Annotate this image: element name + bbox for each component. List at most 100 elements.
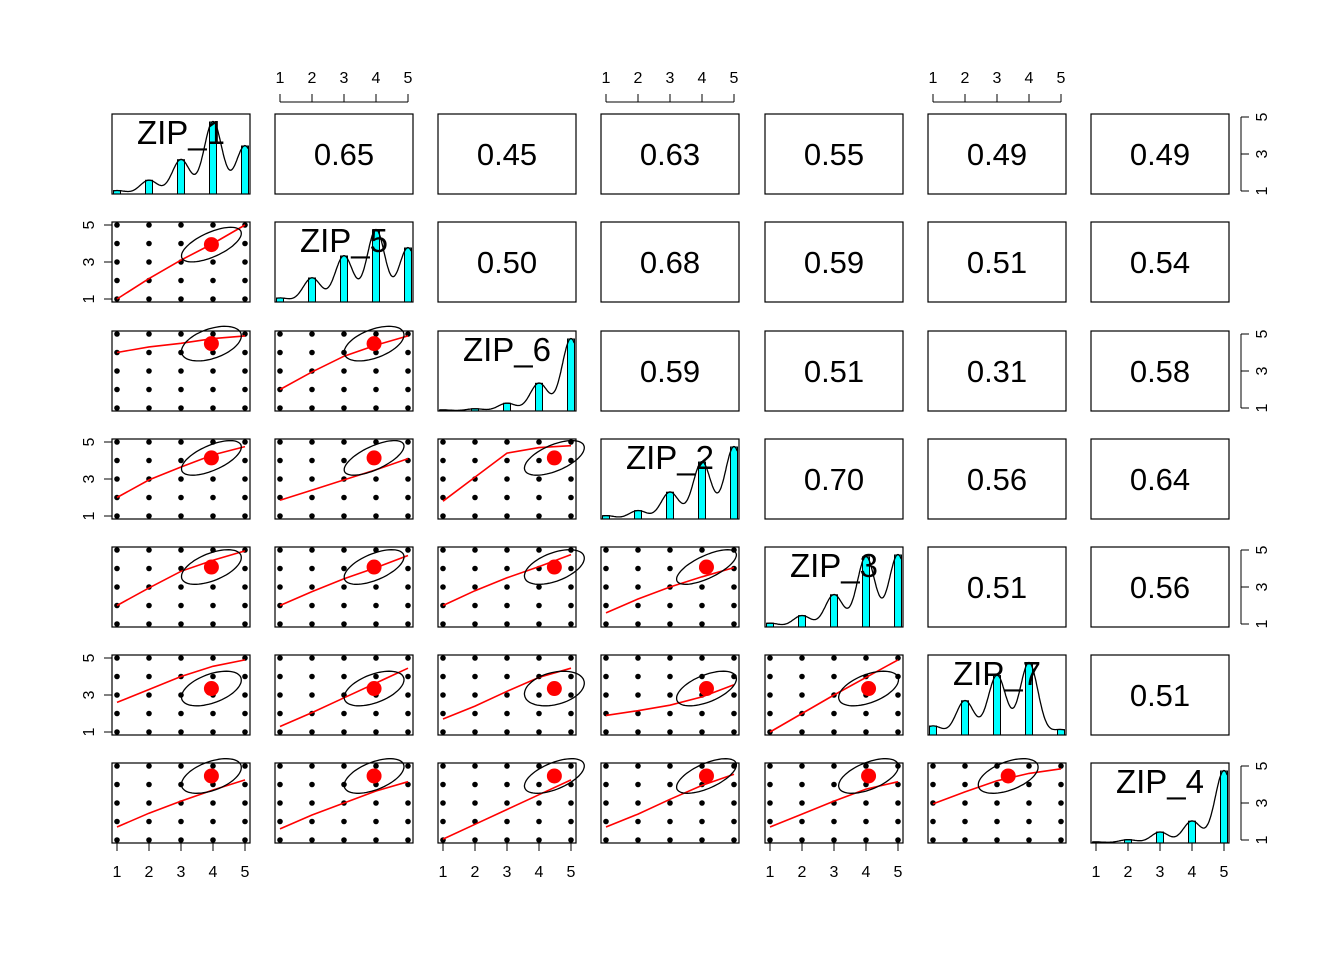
panel-r7-c7: ZIP_4	[1090, 762, 1230, 844]
scatter-point	[114, 457, 120, 464]
scatter-point	[440, 476, 446, 482]
scatter-point	[242, 800, 248, 806]
panel-r7-c1	[111, 758, 251, 844]
scatter-point	[731, 729, 737, 735]
histogram-bar	[404, 247, 412, 303]
scatter-point	[373, 602, 379, 609]
correlation-value: 0.59	[804, 245, 864, 280]
scatter-point	[146, 259, 152, 265]
x-tick-label: 2	[471, 864, 480, 881]
scatter-point	[568, 818, 574, 825]
density-curve	[1092, 769, 1228, 843]
scatter-point	[440, 439, 446, 445]
scatter-point	[799, 763, 805, 769]
scatter-point	[731, 602, 737, 609]
x-tick-label: 5	[730, 70, 739, 87]
correlation-value: 0.51	[967, 245, 1027, 280]
scatter-point	[210, 222, 216, 228]
scatter-point	[309, 513, 315, 519]
panel-r4-c7: 0.64	[1090, 438, 1230, 520]
scatter-point	[373, 837, 379, 843]
correlation-value: 0.56	[1130, 570, 1190, 605]
panel-frame	[600, 438, 740, 520]
scatter-point	[731, 621, 737, 627]
scatter-point	[277, 692, 283, 698]
scatter-point	[994, 781, 1000, 788]
scatter-point	[440, 763, 446, 769]
scatter-point	[667, 602, 673, 609]
scatter-point	[405, 331, 411, 337]
scatter-point	[210, 729, 216, 735]
scatter-point	[178, 240, 184, 247]
scatter-point	[472, 547, 478, 553]
panel-frame	[1090, 221, 1230, 303]
scatter-point	[440, 710, 446, 717]
scatter-point	[146, 602, 152, 609]
scatter-point	[178, 547, 184, 553]
scatter-point	[405, 602, 411, 609]
scatter-point	[309, 602, 315, 609]
scatter-point	[472, 710, 478, 717]
scatter-point	[309, 800, 315, 806]
scatter-point	[667, 692, 673, 698]
loess-fit-line	[116, 659, 246, 704]
correlation-ellipse	[977, 758, 1039, 794]
correlation-value: 0.59	[640, 354, 700, 389]
scatter-point	[536, 692, 542, 698]
x-tick-label: 1	[1092, 864, 1101, 881]
loess-fit-line	[932, 768, 1062, 805]
scatter-point	[242, 565, 248, 572]
mean-point	[366, 450, 382, 466]
scatter-point	[405, 439, 411, 445]
x-tick-label: 5	[1057, 70, 1066, 87]
scatter-point	[341, 655, 347, 661]
scatter-point	[504, 710, 510, 717]
mean-point	[203, 237, 219, 253]
scatter-point	[536, 781, 542, 788]
scatter-point	[667, 621, 673, 627]
scatter-point	[863, 818, 869, 825]
scatter-point	[831, 763, 837, 769]
scatter-point	[114, 547, 120, 553]
panel-frame	[764, 113, 904, 195]
scatter-point	[536, 547, 542, 553]
panel-frame	[1090, 546, 1230, 628]
scatter-point	[667, 710, 673, 717]
panel-r2-c6: 0.51	[927, 221, 1067, 303]
scatter-point	[242, 240, 248, 247]
scatter-point	[341, 405, 347, 411]
scatter-point	[731, 565, 737, 572]
scatter-point	[309, 476, 315, 482]
panel-r6-c5	[764, 654, 904, 736]
scatter-point	[114, 729, 120, 735]
scatter-point	[667, 818, 673, 825]
correlation-value: 0.31	[967, 354, 1027, 389]
mean-point	[546, 681, 562, 697]
scatter-point	[178, 621, 184, 627]
scatter-point	[146, 763, 152, 769]
mean-point	[698, 681, 714, 697]
scatter-point	[440, 584, 446, 590]
panel-frame	[111, 330, 251, 412]
scatter-point	[309, 439, 315, 445]
correlation-value: 0.65	[314, 137, 374, 172]
scatter-point	[309, 818, 315, 825]
correlation-value: 0.58	[1130, 354, 1190, 389]
histogram-bar	[929, 725, 937, 736]
scatter-point	[504, 692, 510, 698]
scatter-point	[114, 368, 120, 374]
scatter-point	[568, 621, 574, 627]
scatter-point	[667, 729, 673, 735]
scatter-point	[472, 584, 478, 590]
scatter-point	[341, 729, 347, 735]
scatter-point	[114, 710, 120, 717]
scatter-point	[277, 331, 283, 337]
panel-frame	[600, 113, 740, 195]
correlation-value: 0.51	[804, 354, 864, 389]
scatter-point	[114, 584, 120, 590]
scatter-point	[1026, 837, 1032, 843]
scatter-point	[731, 692, 737, 698]
scatter-point	[863, 763, 869, 769]
scatter-point	[731, 781, 737, 788]
panel-r7-c6	[927, 758, 1067, 844]
